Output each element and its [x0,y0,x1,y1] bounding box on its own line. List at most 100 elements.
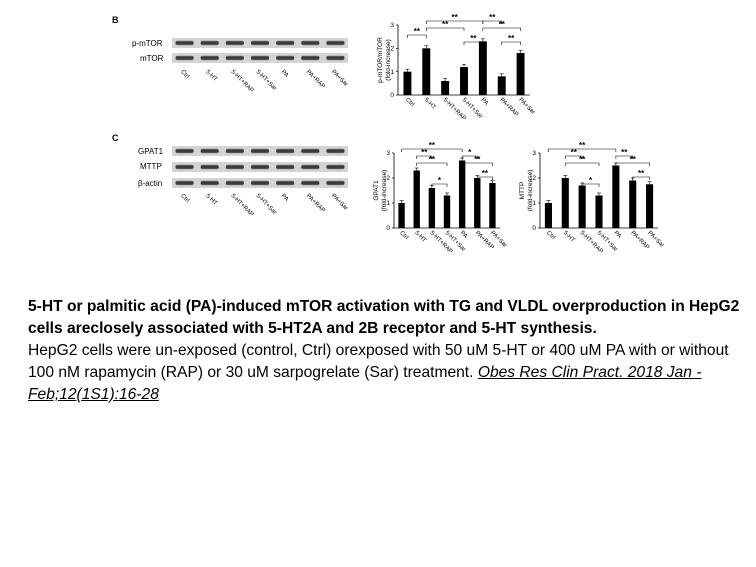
lane-label-5-ht-rap: 5-HT+RAP [229,193,254,218]
significance-bracket [548,148,617,152]
blot-band-mttp-pa [276,164,295,170]
blot-band-mtor-5-ht-sar [250,55,270,61]
blot-band-gpat1-pa [276,148,295,154]
blot-band-gpat1-pa-sar [326,148,345,154]
lane-label-5-ht-sar: 5-HT+Sar [255,193,278,216]
significance-bracket [407,34,427,38]
blot-band-gpat1-5-ht [200,148,219,154]
y-tick-label: 3 [390,22,394,29]
bar-ctrl [544,203,552,228]
blot-band-actin-pa-sar [326,180,345,186]
significance-bracket [463,41,484,45]
significance-bracket [461,162,493,166]
panel-c-letter: C [112,133,119,143]
significance-bracket [581,183,600,187]
y-tick-label: 1 [532,200,536,207]
significance-marker: ** [451,13,458,22]
caption-body-text: HepG2 cells were un-exposed (control, Ct… [28,342,729,381]
y-tick-label: 1 [386,200,390,207]
y-axis-label: p-mTOR/mTOR(fold-increase) [377,37,392,83]
bar-pa-rap [497,76,506,95]
blot-band-gpat1-ctrl [175,148,194,154]
lane-label-5-ht: 5-HT [204,69,218,83]
blot-band-p-mtor-pa [276,40,295,46]
bar-pa [478,41,487,95]
bar-pa [612,165,620,228]
significance-bracket [482,27,521,31]
significance-marker: ** [508,34,515,43]
significance-bracket [564,155,583,159]
significance-marker: ** [571,148,578,157]
blot-band-actin-5-ht-rap [225,180,244,186]
bar-pa-rap [474,178,481,228]
bar-ctrl [398,203,405,228]
significance-marker: ** [470,34,477,43]
blot-band-p-mtor-5-ht [200,40,219,46]
bar-5-ht-sar [460,67,468,95]
bar-5-ht [422,48,431,95]
bar-5-ht [413,170,420,228]
blot-band-actin-5-ht-sar [250,180,270,186]
x-tick-label-5-ht: 5-HT [562,230,576,244]
bar-pa-sar [516,53,525,95]
bar-pa-sar [489,183,496,228]
caption-title: 5-HT or palmitic acid (PA)-induced mTOR … [28,298,740,337]
bar-5-ht-rap [428,188,436,228]
x-tick-label-pa: PA [612,230,622,240]
bar-5-ht-rap [441,81,450,95]
citation-link[interactable]: Obes Res Clin Pract. 2018 Jan - Feb;12(1… [28,364,702,403]
y-axis-label: GPAT1(fold-increase) [373,170,388,212]
blot-panel-b: Ctrl 5-HT 5-HT+RAP 5-HT+Sar PA PA+RAP PA+Sar [172,38,349,94]
blot-band-mtor-ctrl [175,55,194,61]
lane-label-pa: PA [280,69,290,79]
significance-marker: ** [489,13,496,22]
significance-marker: * [438,176,442,185]
blot-band-mtor-pa-sar [326,55,345,61]
significance-bracket [615,155,634,159]
y-tick-label: 2 [390,46,394,53]
significance-marker: ** [414,27,421,36]
bar-pa-rap [629,180,637,228]
significance-marker: ** [474,155,481,164]
significance-marker: ** [579,141,586,150]
blot-band-mttp-pa-sar [326,164,345,170]
significance-bracket [416,162,448,166]
panel-b-letter: B [112,15,119,25]
y-tick-label: 3 [386,150,390,157]
figure-caption: 5-HT or palmitic acid (PA)-induced mTOR … [28,296,748,406]
blot-label-beta-actin: β-actin [138,179,162,188]
caption-body-paragraph: HepG2 cells were un-exposed (control, Ct… [28,340,748,406]
y-tick-label: 2 [386,175,390,182]
significance-marker: ** [499,20,506,29]
significance-bracket [482,20,503,24]
x-tick-label-5-ht: 5-HT [413,230,427,244]
x-tick-label-pa: PA [479,97,489,107]
bar-5-ht-rap [578,185,586,228]
blot-band-p-mtor-5-ht-sar [250,40,270,46]
significance-marker: * [589,176,593,185]
x-tick-label-pa-sar: PA+Sar [517,97,536,116]
blot-band-mtor-pa-rap [301,55,320,61]
blot-label-gpat1: GPAT1 [138,147,164,156]
bar-ctrl [403,71,412,95]
blot-band-actin-ctrl [175,180,194,186]
y-tick-label: 3 [532,150,536,157]
blot-panel-c: Ctrl 5-HT 5-HT+RAP 5-HT+Sar PA PA+RAP PA+Sar [172,146,349,218]
y-tick-label: 2 [532,175,536,182]
significance-marker: ** [638,169,645,178]
lane-label-pa-sar: PA+Sar [330,193,349,212]
blot-band-actin-pa-rap [301,180,320,186]
blot-band-actin-5-ht [200,180,219,186]
blot-label-mttp: MTTP [140,162,162,171]
significance-marker: * [468,148,472,157]
significance-bracket [501,41,521,45]
blot-band-mttp-ctrl [175,164,194,170]
significance-marker: ** [621,148,628,157]
significance-bracket [461,155,478,159]
significance-bracket [401,148,463,152]
bar-pa [458,160,466,228]
blot-band-p-mtor-5-ht-rap [225,40,244,46]
y-tick-label: 0 [390,92,394,99]
blot-band-mttp-5-ht-sar [250,164,270,170]
